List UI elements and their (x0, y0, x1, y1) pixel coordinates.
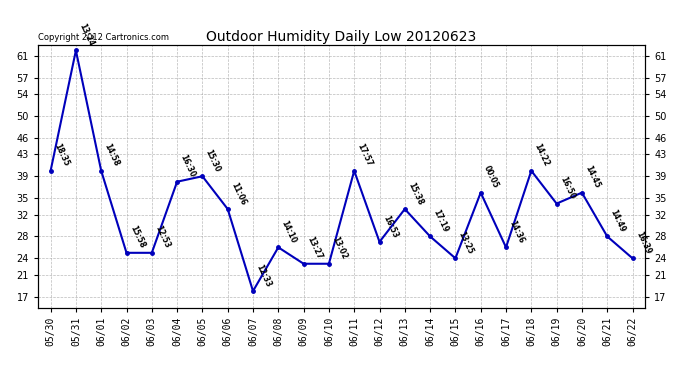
Text: 15:30: 15:30 (204, 148, 222, 174)
Text: 15:38: 15:38 (406, 181, 424, 206)
Text: 14:22: 14:22 (533, 142, 551, 168)
Text: 13:24: 13:24 (77, 22, 96, 48)
Text: 13:02: 13:02 (331, 235, 348, 261)
Text: 16:30: 16:30 (179, 153, 197, 179)
Text: 14:36: 14:36 (507, 219, 526, 245)
Text: 13:27: 13:27 (305, 235, 324, 261)
Text: 12:53: 12:53 (153, 225, 172, 250)
Text: 14:58: 14:58 (103, 142, 121, 168)
Text: 16:50: 16:50 (558, 175, 576, 201)
Text: 17:57: 17:57 (355, 142, 374, 168)
Text: 14:10: 14:10 (279, 219, 298, 245)
Text: 00:05: 00:05 (482, 164, 500, 190)
Text: 14:45: 14:45 (583, 164, 602, 190)
Text: 12:33: 12:33 (255, 262, 273, 288)
Text: 16:53: 16:53 (381, 213, 400, 239)
Text: 11:06: 11:06 (229, 181, 248, 206)
Text: 14:49: 14:49 (609, 208, 627, 234)
Text: 17:19: 17:19 (431, 208, 450, 234)
Text: 16:39: 16:39 (634, 230, 652, 255)
Text: 15:58: 15:58 (128, 225, 146, 250)
Title: Outdoor Humidity Daily Low 20120623: Outdoor Humidity Daily Low 20120623 (206, 30, 477, 44)
Text: Copyright 2012 Cartronics.com: Copyright 2012 Cartronics.com (38, 33, 169, 42)
Text: 13:25: 13:25 (457, 230, 475, 255)
Text: 18:35: 18:35 (52, 142, 70, 168)
